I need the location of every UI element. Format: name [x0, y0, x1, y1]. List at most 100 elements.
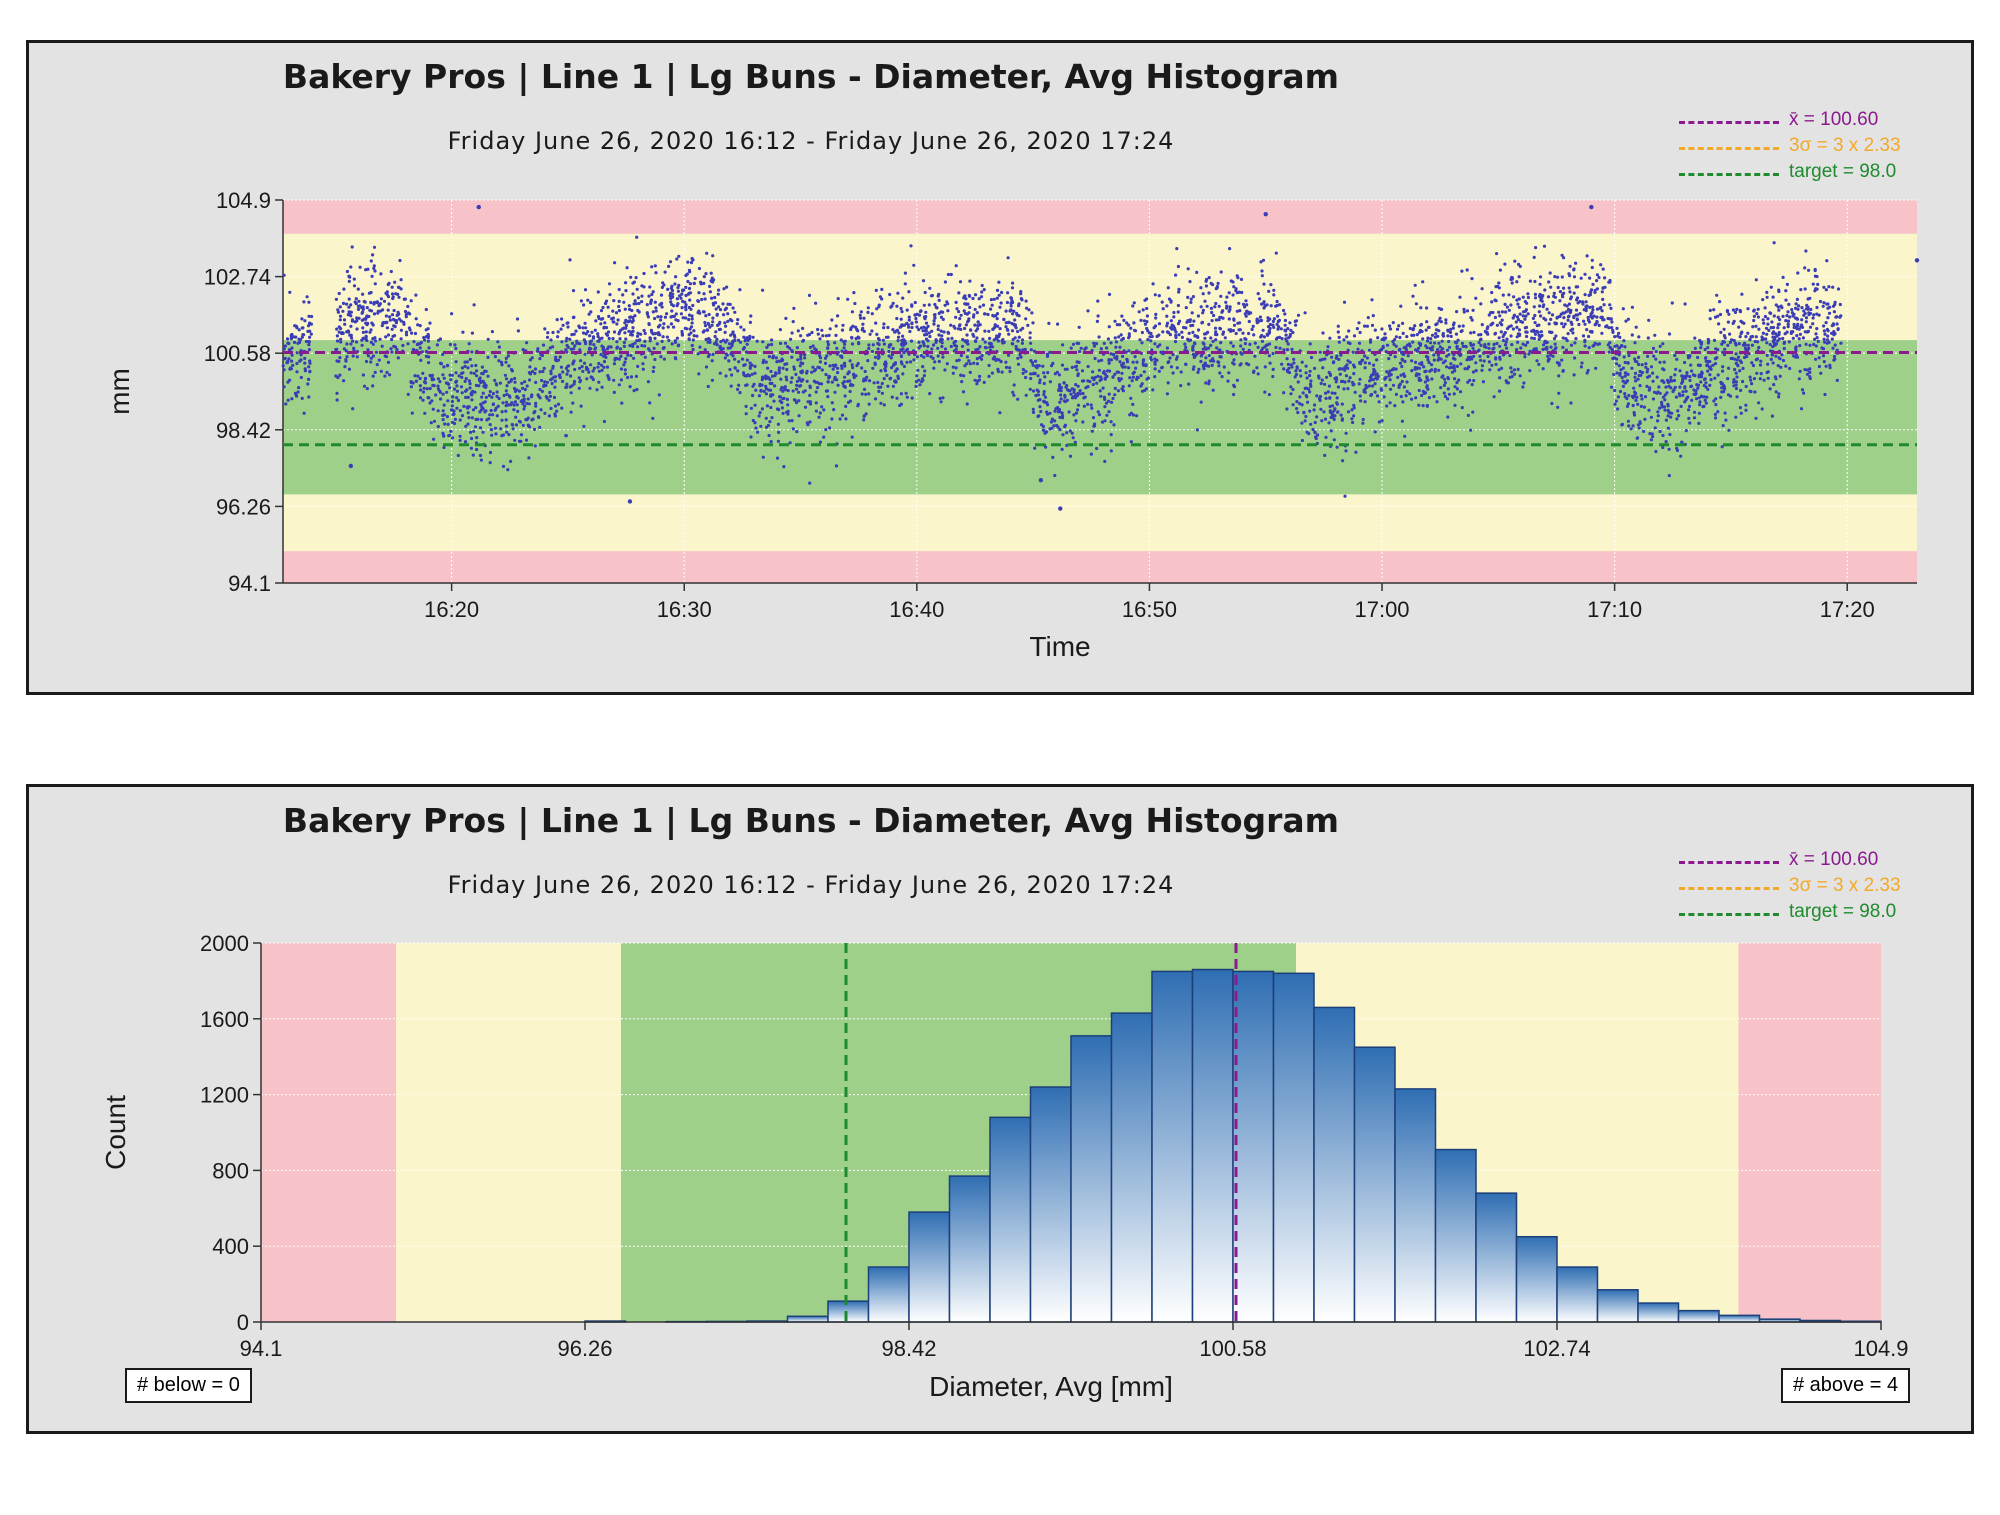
scatter-point [840, 349, 844, 353]
scatter-point [998, 305, 1002, 309]
scatter-point [282, 273, 286, 277]
scatter-point [1512, 372, 1517, 376]
scatter-point [1824, 364, 1828, 368]
scatter-point [710, 378, 715, 382]
scatter-point [555, 359, 559, 363]
scatter-point [1811, 322, 1815, 326]
scatter-point [1385, 343, 1390, 347]
scatter-point [1610, 320, 1614, 324]
scatter-point [596, 332, 600, 336]
scatter-point [1626, 402, 1630, 406]
scatter-point [1280, 337, 1284, 341]
scatter-point [1414, 302, 1418, 306]
scatter-point [1145, 326, 1149, 331]
scatter-point [1538, 292, 1542, 297]
scatter-point [954, 366, 958, 370]
scatter-point [636, 296, 641, 300]
scatter-point [1375, 372, 1379, 376]
scatter-point [1261, 258, 1266, 262]
scatter-point [1713, 362, 1718, 366]
scatter-point [1800, 325, 1805, 329]
scatter-point [860, 392, 864, 396]
scatter-point [1447, 353, 1451, 357]
scatter-point [414, 379, 418, 383]
scatter-point [399, 328, 403, 332]
scatter-point [1342, 338, 1346, 342]
scatter-point [951, 365, 955, 369]
scatter-point [808, 402, 813, 406]
scatter-point [511, 423, 515, 427]
scatter-point [362, 317, 366, 321]
scatter-point [561, 370, 565, 374]
scatter-point [1575, 296, 1580, 300]
scatter-point [297, 328, 301, 332]
scatter-point [1446, 334, 1450, 338]
scatter-point [943, 280, 948, 284]
scatter-point [805, 371, 809, 375]
scatter-point [355, 327, 359, 331]
scatter-point [1460, 329, 1464, 333]
scatter-point [1418, 328, 1423, 333]
scatter-point [1637, 373, 1641, 378]
scatter-point [1462, 310, 1466, 314]
scatter-point [506, 354, 510, 358]
scatter-point [617, 383, 621, 387]
scatter-point [1006, 291, 1010, 295]
scatter-point [882, 377, 886, 381]
scatter-point [974, 339, 978, 344]
scatter-point [653, 316, 657, 321]
scatter-point [846, 379, 850, 383]
scatter-point [1206, 330, 1210, 334]
scatter-point [997, 293, 1001, 297]
scatter-point [454, 379, 459, 383]
scatter-point [1404, 348, 1408, 352]
scatter-point [1413, 283, 1417, 287]
scatter-point [670, 302, 674, 307]
scatter-point [905, 308, 909, 312]
scatter-point [1057, 373, 1061, 377]
scatter-point [545, 335, 550, 339]
scatter-point [1247, 363, 1251, 367]
scatter-point [1358, 394, 1362, 398]
scatter-point [623, 368, 627, 372]
scatter-point [1764, 326, 1769, 330]
scatter-point [1835, 315, 1839, 319]
scatter-point [617, 299, 621, 303]
scatter-point [1531, 316, 1535, 320]
scatter-point [441, 392, 445, 396]
scatter-point [1595, 279, 1599, 283]
scatter-point [1645, 370, 1649, 374]
scatter-point [369, 290, 373, 295]
scatter-point [1536, 330, 1540, 334]
scatter-point [708, 290, 713, 294]
scatter-point [1423, 380, 1427, 384]
scatter-point [1755, 357, 1759, 361]
scatter-point [1533, 313, 1537, 318]
scatter-point [349, 336, 354, 340]
scatter-point [1113, 372, 1117, 376]
scatter-point [1500, 366, 1504, 370]
scatter-point [622, 340, 627, 345]
scatter-point [796, 329, 800, 333]
scatter-point [1373, 430, 1377, 434]
scatter-point [564, 348, 568, 352]
scatter-point [430, 373, 434, 377]
scatter-point [1567, 286, 1571, 290]
scatter-point [1795, 334, 1799, 338]
scatter-point [687, 286, 692, 291]
scatter-point [1388, 327, 1393, 331]
scatter-point [649, 328, 654, 332]
scatter-point [1771, 361, 1775, 365]
scatter-point [647, 294, 651, 298]
scatter-point [1718, 300, 1722, 304]
scatter-point [725, 285, 729, 289]
scatter-point [360, 343, 364, 347]
scatter-point [980, 290, 984, 294]
scatter-point [1271, 367, 1275, 371]
scatter-point [1059, 393, 1063, 397]
scatter-point [347, 297, 351, 301]
scatter-point [1308, 369, 1312, 373]
scatter-point [1727, 312, 1731, 316]
scatter-point [1443, 394, 1447, 399]
scatter-point [976, 327, 980, 331]
